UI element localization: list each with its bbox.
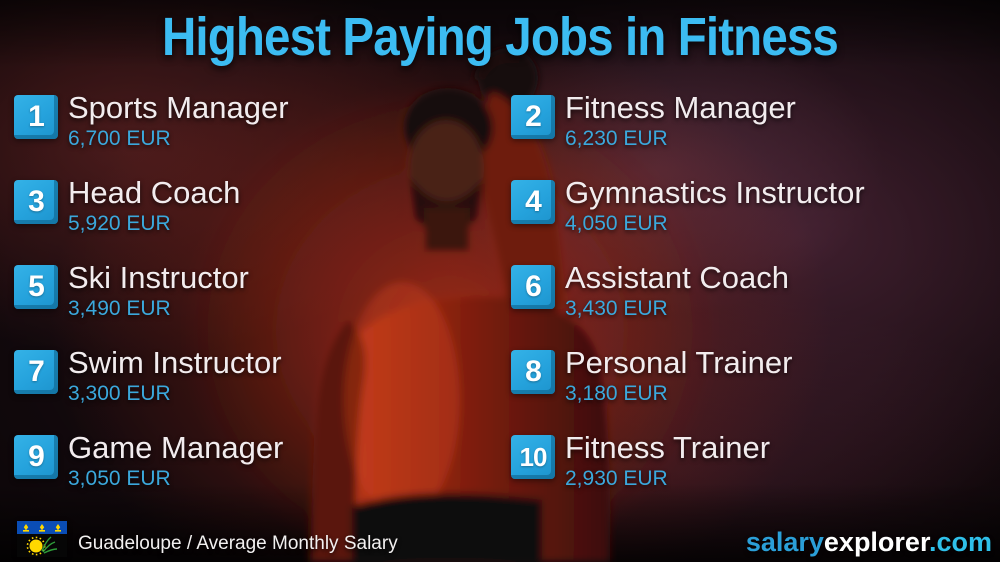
job-title: Game Manager	[68, 430, 284, 465]
job-item: 4 Gymnastics Instructor 4,050 EUR	[511, 176, 865, 236]
job-item: 7 Swim Instructor 3,300 EUR	[14, 346, 282, 406]
job-salary: 3,490 EUR	[68, 297, 171, 320]
job-title: Personal Trainer	[565, 345, 793, 380]
job-item: 2 Fitness Manager 6,230 EUR	[511, 91, 796, 151]
job-item: 10 Fitness Trainer 2,930 EUR	[511, 431, 770, 491]
job-item: 8 Personal Trainer 3,180 EUR	[511, 346, 792, 406]
job-title: Assistant Coach	[565, 260, 789, 295]
rank-badge: 4	[511, 180, 555, 224]
page-title: Highest Paying Jobs in Fitness	[161, 7, 839, 67]
job-title: Head Coach	[68, 175, 241, 210]
job-item: 9 Game Manager 3,050 EUR	[14, 431, 283, 491]
job-salary: 4,050 EUR	[565, 212, 668, 235]
rank-badge: 7	[14, 350, 58, 394]
job-item: 1 Sports Manager 6,700 EUR	[14, 91, 289, 151]
rank-badge: 10	[511, 435, 555, 479]
footer-location-label: Guadeloupe / Average Monthly Salary	[78, 533, 398, 554]
guadeloupe-flag-icon	[17, 521, 67, 557]
brand-part-explorer: explorer	[823, 527, 929, 557]
rank-badge: 2	[511, 95, 555, 139]
job-item: 3 Head Coach 5,920 EUR	[14, 176, 240, 236]
job-salary: 2,930 EUR	[565, 467, 668, 490]
job-title: Ski Instructor	[68, 260, 249, 295]
rank-badge: 6	[511, 265, 555, 309]
job-salary: 3,180 EUR	[565, 382, 668, 405]
job-salary: 3,430 EUR	[565, 297, 668, 320]
job-title: Gymnastics Instructor	[565, 175, 865, 210]
rank-badge: 5	[14, 265, 58, 309]
job-title: Swim Instructor	[68, 345, 282, 380]
job-title: Fitness Trainer	[565, 430, 771, 465]
job-salary: 3,050 EUR	[68, 467, 171, 490]
job-salary: 3,300 EUR	[68, 382, 171, 405]
brand-part-salary: salary	[745, 527, 824, 557]
job-item: 6 Assistant Coach 3,430 EUR	[511, 261, 789, 321]
rank-badge: 1	[14, 95, 58, 139]
job-salary: 6,700 EUR	[68, 127, 171, 150]
job-salary: 6,230 EUR	[565, 127, 668, 150]
job-item: 5 Ski Instructor 3,490 EUR	[14, 261, 249, 321]
job-title: Fitness Manager	[565, 90, 796, 125]
rank-badge: 3	[14, 180, 58, 224]
rank-badge: 9	[14, 435, 58, 479]
job-salary: 5,920 EUR	[68, 212, 171, 235]
rank-badge: 8	[511, 350, 555, 394]
brand-part-com: .com	[928, 527, 992, 557]
brand-logo: salaryexplorer.com	[746, 527, 992, 558]
job-title: Sports Manager	[68, 90, 289, 125]
